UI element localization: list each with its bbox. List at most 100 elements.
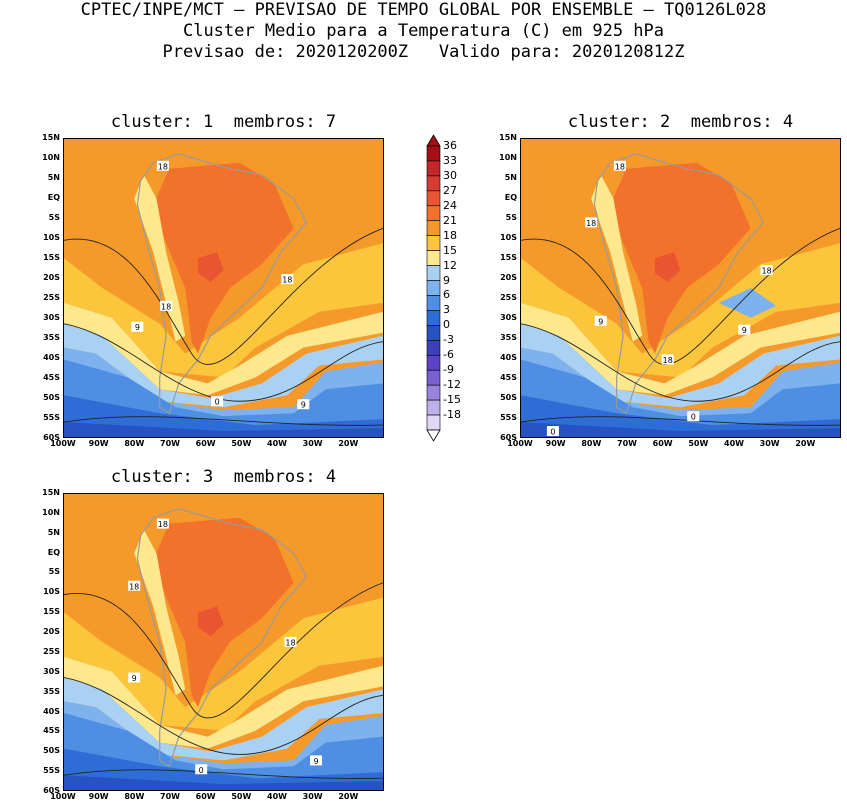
lat-label: 55S bbox=[43, 413, 60, 422]
svg-text:9: 9 bbox=[313, 757, 318, 766]
lon-label: 70W bbox=[160, 439, 180, 448]
colorbar-label: 0 bbox=[443, 318, 450, 332]
colorbar bbox=[425, 134, 475, 448]
colorbar-label: 6 bbox=[443, 288, 450, 302]
lat-label: 50S bbox=[500, 393, 517, 402]
colorbar-swatch bbox=[426, 399, 441, 416]
svg-text:18: 18 bbox=[129, 582, 139, 591]
lon-label: 60W bbox=[652, 439, 673, 448]
lat-label: 40S bbox=[43, 706, 60, 716]
lat-label: 15S bbox=[43, 607, 60, 617]
lon-label: 40W bbox=[267, 439, 287, 448]
contour-label: 9 bbox=[297, 399, 310, 410]
lat-label: 60S bbox=[43, 433, 60, 442]
colorbar-swatch bbox=[426, 190, 441, 207]
temperature-field-1: 18 18 18 9 0 9 bbox=[64, 139, 383, 437]
lon-label: 60W bbox=[195, 439, 216, 448]
lon-label: 60W bbox=[195, 792, 216, 801]
colorbar-swatch bbox=[426, 280, 441, 296]
lat-label: 5N bbox=[504, 173, 517, 182]
svg-text:18: 18 bbox=[615, 162, 625, 171]
lat-label: EQ bbox=[47, 547, 60, 557]
colorbar-swatch bbox=[426, 160, 441, 177]
colorbar-label: 9 bbox=[443, 273, 450, 287]
colorbar-graphic bbox=[426, 134, 441, 442]
colorbar-swatch bbox=[426, 369, 441, 386]
svg-text:18: 18 bbox=[762, 267, 772, 276]
lat-label: 35S bbox=[43, 333, 60, 342]
lat-label: 40S bbox=[500, 353, 517, 362]
lat-label: 5S bbox=[505, 213, 517, 222]
colorbar-swatch bbox=[426, 175, 441, 192]
lat-label: 30S bbox=[500, 313, 517, 322]
lat-label: 5S bbox=[48, 213, 60, 222]
header-line-1: CPTEC/INPE/MCT – PREVISAO DE TEMPO GLOBA… bbox=[80, 0, 767, 20]
lat-label: 50S bbox=[43, 393, 60, 402]
colorbar-label: 21 bbox=[443, 213, 457, 227]
contour-label: 9 bbox=[738, 324, 751, 335]
lat-label: 5N bbox=[47, 173, 60, 182]
lat-label: 25S bbox=[500, 293, 517, 302]
lat-label: 55S bbox=[500, 413, 517, 422]
lat-label: 60S bbox=[43, 786, 60, 795]
colorbar-swatch bbox=[426, 235, 441, 251]
svg-text:9: 9 bbox=[598, 317, 603, 326]
temperature-field-3: 18 18 18 9 0 9 bbox=[64, 494, 383, 790]
contour-label: 9 bbox=[128, 672, 141, 683]
colorbar-label: -9 bbox=[443, 363, 454, 377]
lon-label: 90W bbox=[88, 439, 109, 448]
lon-label: 30W bbox=[302, 792, 323, 801]
svg-text:0: 0 bbox=[550, 428, 555, 437]
lat-label: 15N bbox=[42, 133, 60, 142]
colorbar-top-arrow bbox=[426, 134, 441, 147]
lat-label: 10S bbox=[43, 587, 60, 597]
lon-label: 50W bbox=[231, 792, 252, 801]
lat-label: 45S bbox=[43, 373, 60, 382]
lon-label: 100W bbox=[507, 439, 533, 448]
lon-label: 40W bbox=[724, 439, 744, 448]
lon-label: 20W bbox=[338, 792, 359, 801]
lat-label: 20S bbox=[500, 273, 517, 282]
header-line-3: Previsao de: 2020120200Z Valido para: 20… bbox=[162, 42, 685, 62]
svg-text:18: 18 bbox=[158, 162, 168, 171]
svg-text:9: 9 bbox=[742, 326, 747, 335]
colorbar-label: 33 bbox=[443, 153, 457, 167]
colorbar-swatch bbox=[426, 145, 441, 162]
lat-label: 50S bbox=[43, 746, 60, 756]
colorbar-swatch bbox=[426, 220, 441, 236]
colorbar-swatch bbox=[426, 384, 441, 401]
contour-label: 18 bbox=[613, 160, 626, 171]
lat-label: 35S bbox=[43, 686, 60, 696]
lat-label: 5S bbox=[48, 567, 60, 577]
lon-label: 50W bbox=[688, 439, 709, 448]
header-line-2: Cluster Medio para a Temperatura (C) em … bbox=[182, 21, 665, 41]
lat-label: 45S bbox=[500, 373, 517, 382]
svg-text:18: 18 bbox=[161, 302, 171, 311]
lat-label: 15N bbox=[42, 488, 60, 497]
lat-label: 25S bbox=[43, 293, 60, 302]
lon-label: 40W bbox=[267, 792, 287, 801]
lon-label: 80W bbox=[124, 792, 145, 801]
colorbar-swatch bbox=[426, 250, 441, 266]
colorbar-swatch bbox=[426, 354, 441, 371]
contour-label: 18 bbox=[661, 354, 674, 365]
colorbar-swatch bbox=[426, 205, 441, 222]
panel-title-2: cluster: 2 membros: 4 bbox=[567, 112, 794, 132]
contour-label: 18 bbox=[128, 580, 141, 591]
colorbar-label: 24 bbox=[443, 198, 457, 212]
contour-label: 9 bbox=[594, 315, 607, 326]
lon-label: 90W bbox=[88, 792, 109, 801]
contour-label: 0 bbox=[687, 411, 700, 422]
colorbar-label: -3 bbox=[443, 333, 454, 347]
contour-label: 18 bbox=[160, 300, 173, 311]
contour-label: 0 bbox=[546, 426, 559, 437]
lat-label: EQ bbox=[504, 193, 517, 202]
svg-text:18: 18 bbox=[282, 276, 292, 285]
colorbar-label: 36 bbox=[443, 139, 457, 152]
lon-label: 30W bbox=[759, 439, 780, 448]
colorbar-bottom-arrow bbox=[426, 429, 441, 442]
lat-label: 55S bbox=[43, 766, 60, 776]
contour-label: 18 bbox=[281, 274, 294, 285]
lat-label: 20S bbox=[43, 273, 60, 282]
colorbar-label: 3 bbox=[443, 303, 450, 317]
